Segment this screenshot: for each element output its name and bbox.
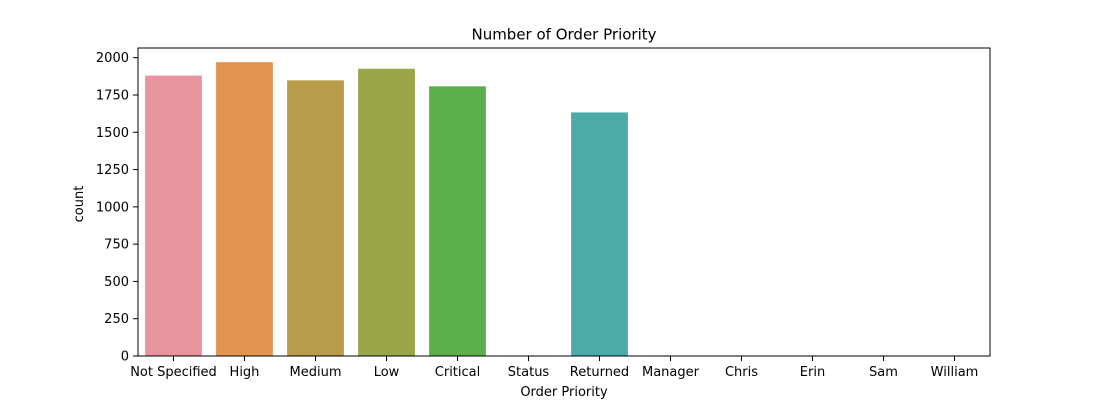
y-axis: 0 250 500 750 1000 1250 1500 1750 2000 (96, 51, 138, 365)
bar-low (358, 68, 415, 356)
y-tick-label: 1250 (96, 163, 129, 178)
x-tick-label: William (931, 365, 979, 380)
bar-high (216, 62, 273, 356)
x-tick-label: Medium (290, 365, 342, 380)
x-tick-label: Returned (570, 365, 629, 380)
y-tick-label: 250 (104, 312, 129, 327)
y-tick-label: 750 (104, 238, 129, 253)
x-tick-label: Chris (725, 365, 758, 380)
y-tick-label: 1500 (96, 126, 129, 141)
x-axis: Not Specified High Medium Low Critical Status… (130, 356, 978, 380)
bar-critical (429, 86, 486, 356)
chart-title: Number of Order Priority (471, 26, 656, 44)
y-tick-label: 500 (104, 275, 129, 290)
x-tick-label: Manager (642, 365, 700, 380)
bars-group (145, 62, 628, 357)
plot-frame (137, 47, 991, 357)
y-tick-label: 1000 (96, 200, 129, 215)
bar-returned (571, 112, 628, 356)
x-tick-label: Erin (800, 365, 825, 380)
x-axis-title: Order Priority (520, 385, 608, 400)
x-tick-label: High (230, 365, 260, 380)
bar-medium (287, 80, 344, 357)
x-tick-label: Low (374, 365, 400, 380)
y-tick-label: 0 (121, 350, 129, 365)
y-tick-label: 1750 (96, 88, 129, 103)
x-tick-label: Critical (435, 365, 480, 380)
x-tick-label: Status (508, 365, 550, 380)
bar-not-specified (145, 75, 202, 356)
x-tick-label: Not Specified (130, 365, 217, 380)
y-tick-label: 2000 (96, 51, 129, 66)
y-axis-title: count (72, 186, 87, 223)
x-tick-label: Sam (869, 365, 898, 380)
